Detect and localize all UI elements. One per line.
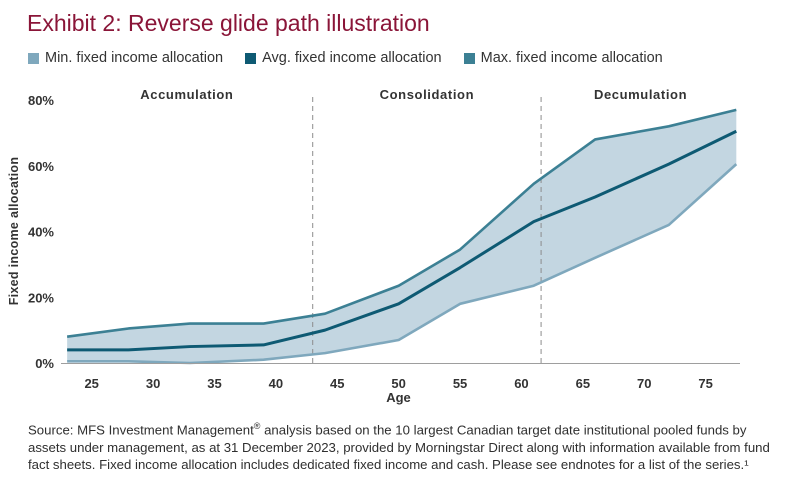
x-tick-label-60: 60 bbox=[514, 376, 528, 391]
legend-label-min: Min. fixed income allocation bbox=[45, 50, 224, 66]
phase-label-decumulation: Decumulation bbox=[594, 87, 687, 102]
legend-swatch-avg bbox=[245, 52, 257, 64]
y-axis-title: Fixed income allocation bbox=[7, 157, 21, 306]
legend-item-min: Min. fixed income allocation bbox=[28, 50, 223, 66]
phase-label-accumulation: Accumulation bbox=[140, 87, 233, 102]
x-tick-label-70: 70 bbox=[637, 376, 651, 391]
series-line-min bbox=[67, 163, 738, 365]
legend-item-avg: Avg. fixed income allocation bbox=[245, 50, 442, 66]
y-tick-label-60: 60% bbox=[28, 159, 54, 174]
phase-labels: Accumulation Consolidation Decumulation bbox=[140, 87, 687, 102]
x-tick-label-75: 75 bbox=[698, 376, 712, 391]
x-tick-label-30: 30 bbox=[146, 376, 160, 391]
chart-plot: 0% 20% 40% 60% 80% 25 30 35 40 45 50 55 60 65 70 75 Ac… bbox=[7, 87, 740, 405]
legend-swatch-min bbox=[28, 52, 39, 64]
y-axis-ticks: 0% 20% 40% 60% 80% bbox=[28, 93, 54, 371]
band-layer bbox=[67, 109, 737, 363]
y-tick-label-20: 20% bbox=[28, 290, 54, 305]
range-band bbox=[67, 109, 737, 363]
endnote-marker: ¹ bbox=[744, 457, 749, 473]
chart-title: Exhibit 2: Reverse glide path illustrati… bbox=[27, 10, 430, 36]
x-axis-title: Age bbox=[386, 390, 411, 405]
phase-label-consolidation: Consolidation bbox=[380, 87, 474, 102]
x-tick-label-40: 40 bbox=[269, 376, 283, 391]
series-lines bbox=[66, 108, 738, 365]
x-tick-label-25: 25 bbox=[84, 376, 98, 391]
legend-label-max: Max. fixed income allocation bbox=[480, 50, 663, 66]
x-tick-label-45: 45 bbox=[330, 376, 344, 391]
y-tick-label-80: 80% bbox=[28, 93, 54, 108]
legend-item-max: Max. fixed income allocation bbox=[463, 50, 663, 66]
legend-label-avg: Avg. fixed income allocation bbox=[262, 50, 442, 66]
series-line-max bbox=[66, 108, 737, 338]
source-note: Source: MFS Investment Management® analy… bbox=[28, 418, 788, 474]
series-line-avg bbox=[67, 129, 737, 352]
source-text-rest: analysis based on the 10 largest Canadia… bbox=[28, 422, 770, 473]
y-tick-label-40: 40% bbox=[28, 225, 54, 240]
x-tick-label-50: 50 bbox=[391, 376, 405, 391]
registered-mark: ® bbox=[253, 421, 261, 431]
legend-swatch-max bbox=[463, 52, 475, 64]
x-axis-ticks: 25 30 35 40 45 50 55 60 65 70 75 bbox=[84, 376, 712, 391]
x-tick-label-65: 65 bbox=[576, 376, 590, 391]
y-tick-label-0: 0% bbox=[35, 356, 54, 371]
x-tick-label-55: 55 bbox=[453, 376, 467, 391]
x-tick-label-35: 35 bbox=[207, 376, 221, 391]
source-text: Source: MFS Investment Management bbox=[28, 422, 254, 438]
chart-legend: Min. fixed income allocation Avg. fixed … bbox=[28, 50, 685, 66]
